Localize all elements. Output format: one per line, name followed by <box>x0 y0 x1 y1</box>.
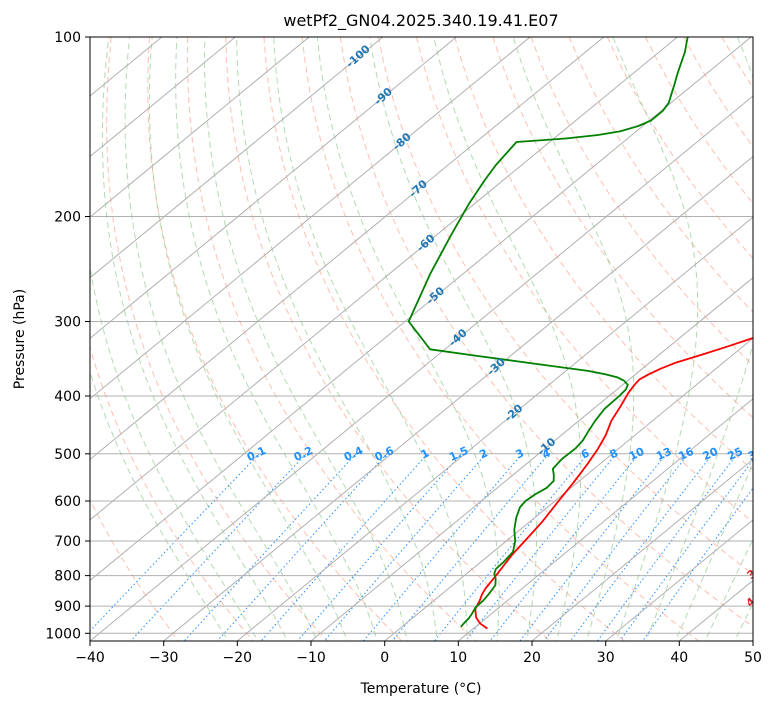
moist-adiabat <box>645 37 753 641</box>
mixing-ratio-line <box>543 453 689 641</box>
mixing-ratio-line <box>519 453 667 641</box>
mixing-ratio-line <box>433 453 589 641</box>
x-tick-label: −40 <box>75 650 105 666</box>
moist-adiabat <box>204 37 408 641</box>
y-tick-label: 200 <box>54 210 81 226</box>
isotherm-gridline <box>90 37 531 400</box>
moist-adiabat <box>369 37 537 641</box>
chart-title: wetPf2_GN04.2025.340.19.41.E07 <box>283 11 558 31</box>
x-tick-label: 0 <box>380 650 389 666</box>
moist-adiabat-label: 20 <box>751 530 771 550</box>
mixing-ratio-label: 10 <box>627 445 647 463</box>
moist-adiabat <box>101 37 289 641</box>
mixing-ratio-line <box>90 453 260 632</box>
isotherm-gridline <box>90 95 753 641</box>
isotherm-gridline <box>90 37 310 218</box>
y-tick-label: 700 <box>54 534 81 550</box>
isotherm-gridline <box>310 277 753 641</box>
x-tick-label: 30 <box>597 650 615 666</box>
moist-adiabat <box>674 462 753 641</box>
mixing-ratio-label: 20 <box>701 445 721 463</box>
dry-adiabat <box>568 37 753 313</box>
moist-adiabat <box>90 37 259 641</box>
dry-adiabat <box>263 37 626 641</box>
y-tick-label: 400 <box>54 389 81 405</box>
isotherm-gridline <box>90 37 605 460</box>
isotherm-gridline <box>90 37 457 339</box>
isotherm-gridline <box>90 37 236 158</box>
mixing-ratio-line <box>260 453 428 641</box>
mixing-ratio-label: 25 <box>726 445 745 463</box>
moist-adiabat <box>175 37 378 641</box>
isotherm-gridline <box>90 37 678 521</box>
y-tick-label: 800 <box>54 569 81 585</box>
moist-adiabat <box>236 37 438 641</box>
isotherm-gridline <box>236 216 753 641</box>
isotherm-gridline <box>90 37 384 279</box>
moist-adiabat-label: 40 <box>744 590 764 610</box>
x-tick-label: 20 <box>523 650 541 666</box>
moist-adiabat-label: 30 <box>744 562 764 582</box>
moist-adiabat <box>433 37 582 641</box>
mixing-ratio-lines <box>90 453 753 641</box>
x-tick-label: 40 <box>670 650 688 666</box>
moist-adiabat <box>148 37 348 641</box>
isotherm-gridline <box>90 37 752 582</box>
dry-adiabat <box>454 37 753 471</box>
moist-adiabat <box>90 370 229 641</box>
y-tick-label: 300 <box>54 315 81 331</box>
y-tick-label: 100 <box>54 30 81 46</box>
mixing-ratio-label: 13 <box>654 445 673 463</box>
mixing-ratio-line <box>183 453 357 641</box>
x-tick-label: 50 <box>744 650 762 666</box>
plot-frame <box>89 36 754 642</box>
mixing-ratio-line <box>489 453 640 641</box>
x-tick-label: 10 <box>449 650 467 666</box>
x-tick-label: −10 <box>296 650 326 666</box>
dry-adiabat <box>90 345 254 641</box>
axis-ticks: −40 −30 −20 −10 0 10 20 30 40 50 100 200 300 400 500 60… <box>45 30 762 666</box>
dry-adiabat <box>147 37 403 641</box>
moist-adiabats <box>90 37 753 641</box>
y-tick-label: 1000 <box>45 626 81 642</box>
mixing-ratio-line <box>391 453 550 641</box>
dewpoint-profile-line <box>407 37 689 628</box>
moist-adiabat <box>273 37 468 641</box>
mixing-ratio-label: 16 <box>677 445 697 463</box>
isotherm-gridline <box>457 398 753 641</box>
dry-adiabat <box>225 37 552 641</box>
x-tick-label: −30 <box>149 650 179 666</box>
moist-adiabat <box>612 37 699 641</box>
plot-area: -100-90-80-70-60-50-40-30-20-100.1 0.2 0.4… <box>90 37 771 641</box>
temperature-profile-line <box>474 337 753 630</box>
dry-adiabat <box>377 37 753 575</box>
y-tick-label: 600 <box>54 494 81 510</box>
y-axis-label: Pressure (hPa) <box>12 289 28 389</box>
moist-adiabat <box>316 37 500 641</box>
x-tick-label: −20 <box>223 650 253 666</box>
mixing-ratio-line <box>296 453 462 641</box>
profile-series <box>407 37 753 630</box>
mixing-ratio-line <box>362 453 523 641</box>
y-tick-label: 900 <box>54 599 81 615</box>
y-tick-label: 500 <box>54 447 81 463</box>
isotherm-gridline <box>531 458 753 641</box>
x-axis-label: Temperature (°C) <box>360 681 482 697</box>
isotherm-gridline <box>163 155 753 641</box>
isotherm-gridline <box>605 519 753 641</box>
dry-adiabat <box>90 498 180 641</box>
dry-adiabat <box>492 37 753 419</box>
moist-adiabat <box>512 37 635 641</box>
mixing-ratio-label: 30 <box>746 445 766 463</box>
moist-adiabat <box>124 37 319 641</box>
